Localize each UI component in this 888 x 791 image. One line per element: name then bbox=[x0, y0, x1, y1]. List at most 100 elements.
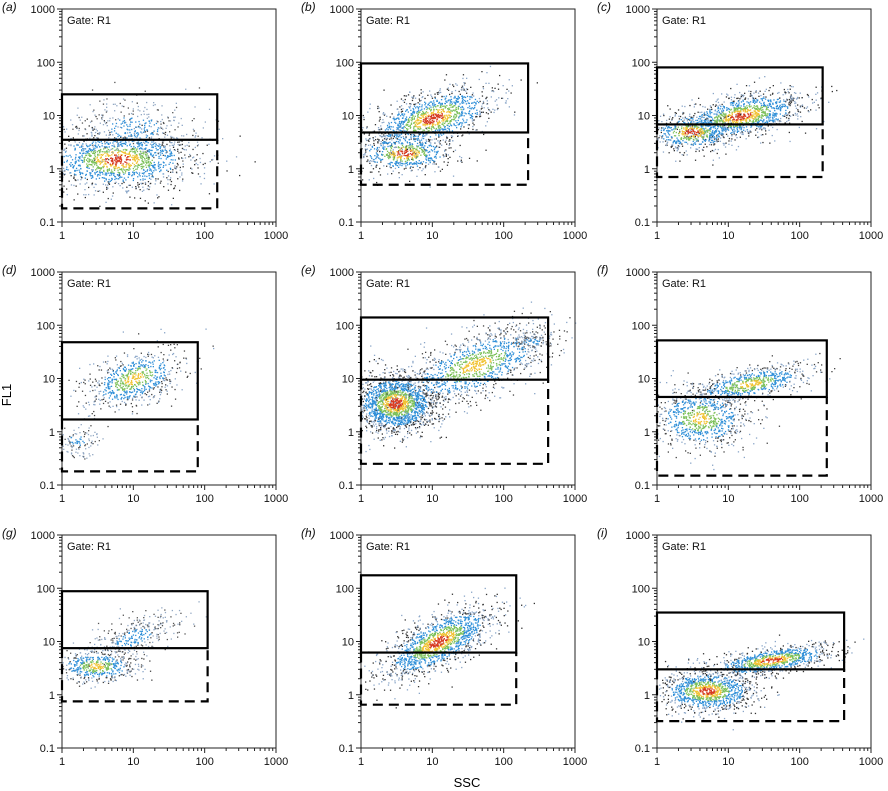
scatter-point bbox=[740, 107, 742, 110]
scatter-point bbox=[463, 108, 465, 110]
scatter-point bbox=[157, 165, 159, 167]
scatter-point bbox=[743, 113, 746, 115]
scatter-point bbox=[64, 173, 66, 175]
scatter-point bbox=[399, 123, 401, 125]
scatter-point bbox=[108, 168, 110, 170]
scatter-point bbox=[438, 123, 440, 125]
y-tick-label: 100 bbox=[37, 57, 55, 69]
scatter-point bbox=[761, 120, 764, 122]
scatter-point bbox=[433, 102, 435, 104]
scatter-point bbox=[420, 117, 422, 119]
scatter-point bbox=[135, 126, 137, 128]
scatter-point bbox=[464, 99, 466, 102]
scatter-point bbox=[171, 204, 173, 206]
scatter-point bbox=[130, 117, 132, 120]
scatter-point bbox=[792, 114, 795, 116]
scatter-point bbox=[751, 107, 754, 109]
scatter-point bbox=[401, 114, 404, 116]
scatter-point bbox=[711, 116, 713, 118]
scatter-point bbox=[415, 148, 417, 150]
scatter-point bbox=[152, 141, 155, 143]
scatter-point bbox=[430, 106, 432, 108]
scatter-point bbox=[418, 151, 420, 154]
scatter-point bbox=[422, 143, 424, 145]
scatter-point bbox=[141, 145, 143, 147]
scatter-point bbox=[82, 152, 84, 155]
scatter-point bbox=[101, 151, 103, 153]
scatter-point bbox=[400, 136, 402, 139]
scatter-point bbox=[426, 140, 428, 142]
scatter-point bbox=[705, 122, 707, 124]
scatter-point bbox=[736, 121, 738, 123]
scatter-point bbox=[738, 112, 740, 114]
scatter-point bbox=[733, 131, 735, 133]
scatter-point bbox=[89, 147, 91, 150]
scatter-point bbox=[135, 165, 137, 167]
scatter-point bbox=[455, 100, 458, 103]
scatter-point bbox=[85, 173, 87, 176]
scatter-point bbox=[137, 132, 139, 134]
scatter-point bbox=[438, 115, 441, 117]
scatter-point bbox=[476, 109, 478, 111]
scatter-point bbox=[799, 105, 802, 107]
scatter-point bbox=[146, 129, 148, 131]
scatter-point bbox=[422, 135, 424, 137]
scatter-point bbox=[446, 115, 448, 117]
scatter-point bbox=[107, 197, 109, 200]
scatter-point bbox=[425, 162, 427, 164]
scatter-point bbox=[714, 125, 716, 127]
scatter-point bbox=[101, 117, 103, 119]
scatter-point bbox=[118, 174, 120, 176]
scatter-point bbox=[769, 113, 772, 115]
scatter-point bbox=[239, 174, 241, 177]
scatter-point bbox=[381, 154, 383, 156]
scatter-point bbox=[748, 109, 750, 111]
scatter-point bbox=[461, 101, 463, 103]
scatter-point bbox=[772, 114, 774, 116]
scatter-point bbox=[707, 122, 709, 124]
scatter-point bbox=[418, 134, 420, 136]
scatter-point bbox=[511, 85, 513, 87]
scatter-point bbox=[774, 121, 776, 123]
scatter-point bbox=[383, 142, 386, 144]
scatter-point bbox=[382, 139, 384, 141]
scatter-point bbox=[406, 159, 409, 161]
scatter-point bbox=[735, 119, 738, 121]
scatter-point bbox=[413, 163, 415, 165]
scatter-point bbox=[123, 137, 125, 140]
scatter-point bbox=[450, 120, 452, 122]
scatter-point bbox=[203, 167, 206, 169]
scatter-point bbox=[757, 136, 759, 139]
scatter-point bbox=[361, 129, 363, 131]
scatter-point bbox=[707, 131, 709, 133]
scatter-point bbox=[727, 119, 729, 121]
scatter-point bbox=[449, 83, 451, 85]
scatter-point bbox=[716, 111, 718, 113]
scatter-point bbox=[789, 115, 792, 117]
scatter-point bbox=[111, 145, 113, 147]
scatter-point bbox=[692, 133, 694, 136]
scatter-point bbox=[428, 126, 431, 128]
scatter-point bbox=[113, 166, 115, 168]
scatter-point bbox=[188, 156, 190, 158]
scatter-point bbox=[750, 90, 752, 93]
scatter-point bbox=[128, 156, 131, 158]
scatter-point bbox=[115, 122, 118, 125]
scatter-point bbox=[159, 127, 161, 129]
scatter-point bbox=[382, 142, 384, 144]
scatter-point bbox=[104, 180, 106, 182]
scatter-point bbox=[147, 185, 149, 187]
scatter-point bbox=[746, 105, 748, 107]
scatter-point bbox=[411, 113, 414, 115]
scatter-point bbox=[377, 149, 380, 151]
scatter-point bbox=[116, 167, 118, 169]
scatter-point bbox=[106, 141, 108, 144]
scatter-point bbox=[708, 122, 710, 124]
scatter-point bbox=[90, 149, 92, 152]
scatter-point bbox=[428, 118, 430, 120]
scatter-point bbox=[478, 97, 481, 100]
scatter-point bbox=[153, 156, 155, 159]
scatter-point bbox=[756, 125, 758, 127]
scatter-point bbox=[785, 117, 788, 119]
